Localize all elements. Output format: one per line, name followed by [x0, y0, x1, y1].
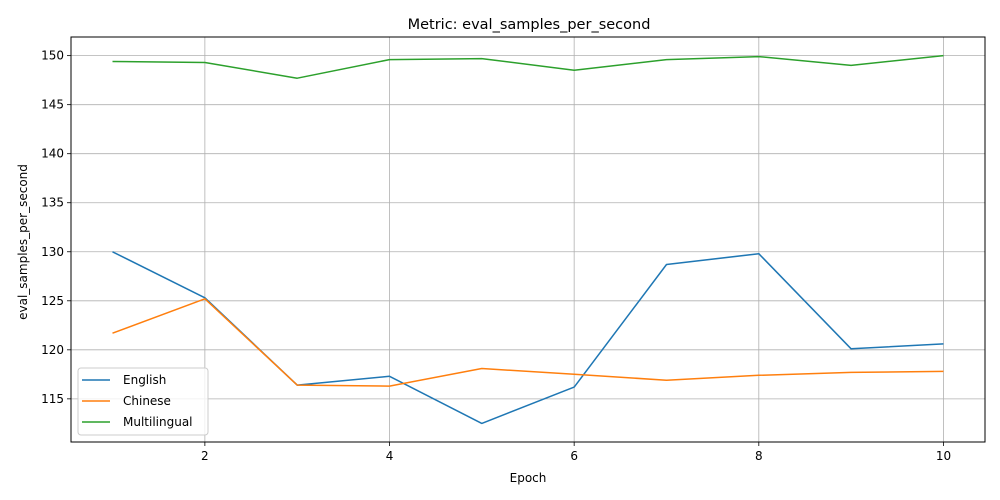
y-axis-label: eval_samples_per_second	[16, 164, 30, 320]
chart-title: Metric: eval_samples_per_second	[408, 17, 651, 33]
legend-label: English	[123, 373, 166, 387]
y-tick-label: 135	[41, 196, 64, 210]
series-lines	[112, 54, 944, 425]
y-tick-label: 125	[41, 294, 64, 308]
y-tick-label: 130	[41, 245, 64, 259]
series-line-english	[112, 251, 944, 425]
plot-area	[70, 36, 986, 443]
legend: English Chinese Multilingual	[77, 367, 209, 436]
y-tick-label: 115	[41, 392, 64, 406]
y-tick-label: 145	[41, 98, 64, 112]
x-tick-label: 2	[201, 449, 209, 463]
x-tick-label: 10	[936, 449, 951, 463]
y-tick-label: 120	[41, 343, 64, 357]
x-tick-label: 8	[755, 449, 763, 463]
y-tick-label: 150	[41, 49, 64, 63]
x-tick-label: 4	[386, 449, 394, 463]
legend-box	[77, 367, 209, 436]
legend-label: Chinese	[123, 394, 171, 408]
grid	[71, 37, 985, 442]
x-axis-label: Epoch	[510, 471, 547, 485]
axis-ticks: 2 4 6 8 10 115 120 125 130 135 140 145 150	[41, 49, 951, 463]
y-tick-label: 140	[41, 147, 64, 161]
series-line-chinese	[112, 298, 944, 387]
legend-label: Multilingual	[123, 415, 193, 429]
series-line-multilingual	[112, 54, 944, 79]
x-tick-label: 6	[570, 449, 578, 463]
